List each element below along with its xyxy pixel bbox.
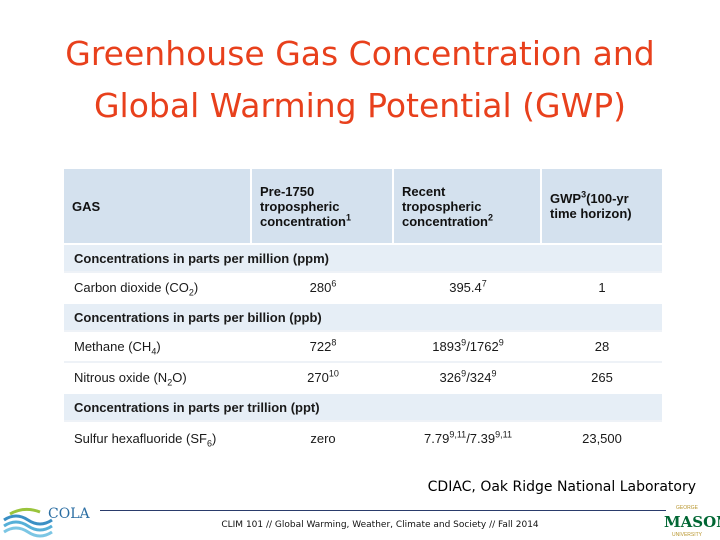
- footer-divider: [100, 510, 666, 511]
- svg-text:UNIVERSITY: UNIVERSITY: [672, 532, 703, 538]
- cell-recent-n2o: 3269/3249: [394, 361, 542, 392]
- table-row-n2o: Nitrous oxide (N2O) 27010 3269/3249 265: [64, 361, 662, 392]
- cell-pre-n2o: 27010: [252, 361, 394, 392]
- header-pre1750: Pre-1750 tropospheric concentration1: [252, 169, 394, 243]
- ghg-table-image: GAS Pre-1750 tropospheric concentration1…: [64, 169, 662, 465]
- header-gwp: GWP3(100-yr time horizon): [542, 169, 662, 243]
- title-line-2: Global Warming Potential (GWP): [93, 86, 627, 125]
- mason-logo: GEORGE MASON UNIVERSITY: [662, 500, 720, 540]
- cell-gwp-co2: 1: [542, 271, 662, 302]
- cell-pre-ch4: 7228: [252, 330, 394, 361]
- ghg-table: GAS Pre-1750 tropospheric concentration1…: [64, 169, 662, 454]
- cell-gas-sf6: Sulfur hexafluoride (SF6): [64, 420, 252, 454]
- svg-text:COLA: COLA: [48, 506, 90, 522]
- footer-text: CLIM 101 // Global Warming, Weather, Cli…: [221, 520, 539, 530]
- section-row-ppb: Concentrations in parts per billion (ppb…: [64, 302, 662, 330]
- table-row-co2: Carbon dioxide (CO2) 2806 395.47 1: [64, 271, 662, 302]
- cell-pre-sf6: zero: [252, 420, 394, 454]
- cell-recent-co2: 395.47: [394, 271, 542, 302]
- cola-logo: COLA: [2, 500, 102, 538]
- title-line-1: Greenhouse Gas Concentration and: [65, 34, 655, 73]
- svg-text:GEORGE: GEORGE: [676, 505, 699, 511]
- cell-gwp-n2o: 265: [542, 361, 662, 392]
- cell-gwp-sf6: 23,500: [542, 420, 662, 454]
- section-row-ppt: Concentrations in parts per trillion (pp…: [64, 392, 662, 420]
- table-row-ch4: Methane (CH4) 7228 18939/17629 28: [64, 330, 662, 361]
- cell-gas-co2: Carbon dioxide (CO2): [64, 271, 252, 302]
- header-recent: Recent tropospheric concentration2: [394, 169, 542, 243]
- source-caption: CDIAC, Oak Ridge National Laboratory: [427, 479, 696, 495]
- cell-recent-sf6: 7.799,11/7.399,11: [394, 420, 542, 454]
- table-header-row: GAS Pre-1750 tropospheric concentration1…: [64, 169, 662, 243]
- cell-gwp-ch4: 28: [542, 330, 662, 361]
- slide-title: Greenhouse Gas Concentration and Global …: [0, 28, 720, 132]
- section-row-ppm: Concentrations in parts per million (ppm…: [64, 243, 662, 271]
- svg-text:MASON: MASON: [664, 513, 720, 531]
- cell-pre-co2: 2806: [252, 271, 394, 302]
- table-row-sf6: Sulfur hexafluoride (SF6) zero 7.799,11/…: [64, 420, 662, 454]
- header-gas: GAS: [64, 169, 252, 243]
- cell-gas-ch4: Methane (CH4): [64, 330, 252, 361]
- cell-recent-ch4: 18939/17629: [394, 330, 542, 361]
- cell-gas-n2o: Nitrous oxide (N2O): [64, 361, 252, 392]
